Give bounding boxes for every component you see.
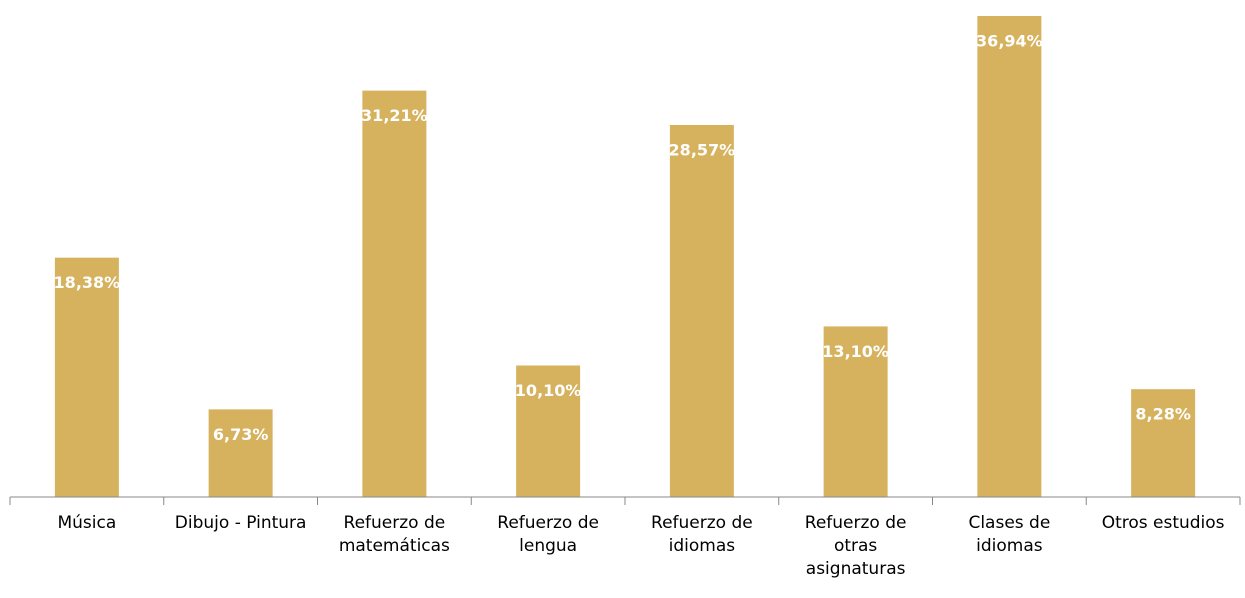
data-label: 8,28% — [1135, 405, 1191, 424]
x-tick-label: Refuerzo de otras asignaturas — [804, 513, 907, 579]
bar — [516, 365, 581, 497]
x-tick-label: Otros estudios — [1101, 513, 1225, 533]
x-tick-label: Refuerzo de lengua — [497, 513, 599, 556]
bar — [208, 409, 273, 497]
bar — [977, 16, 1042, 497]
x-tick-label: Refuerzo de matemáticas — [338, 513, 450, 556]
data-label: 13,10% — [822, 342, 889, 361]
bar — [823, 326, 888, 497]
data-label: 10,10% — [515, 381, 582, 400]
bar — [362, 90, 427, 497]
bar — [669, 124, 734, 498]
data-label: 6,73% — [213, 425, 269, 444]
x-tick-label: Dibujo - Pintura — [174, 513, 307, 533]
bar — [54, 257, 119, 497]
data-label: 31,21% — [361, 106, 428, 125]
data-label: 36,94% — [976, 32, 1043, 51]
x-tick-label: Refuerzo de idiomas — [651, 513, 753, 556]
bar — [1131, 389, 1196, 497]
x-tick-label: Música — [57, 513, 117, 533]
data-label: 18,38% — [54, 273, 121, 292]
x-tick-label: Clases de idiomas — [968, 513, 1051, 556]
data-label: 28,57% — [669, 140, 736, 159]
